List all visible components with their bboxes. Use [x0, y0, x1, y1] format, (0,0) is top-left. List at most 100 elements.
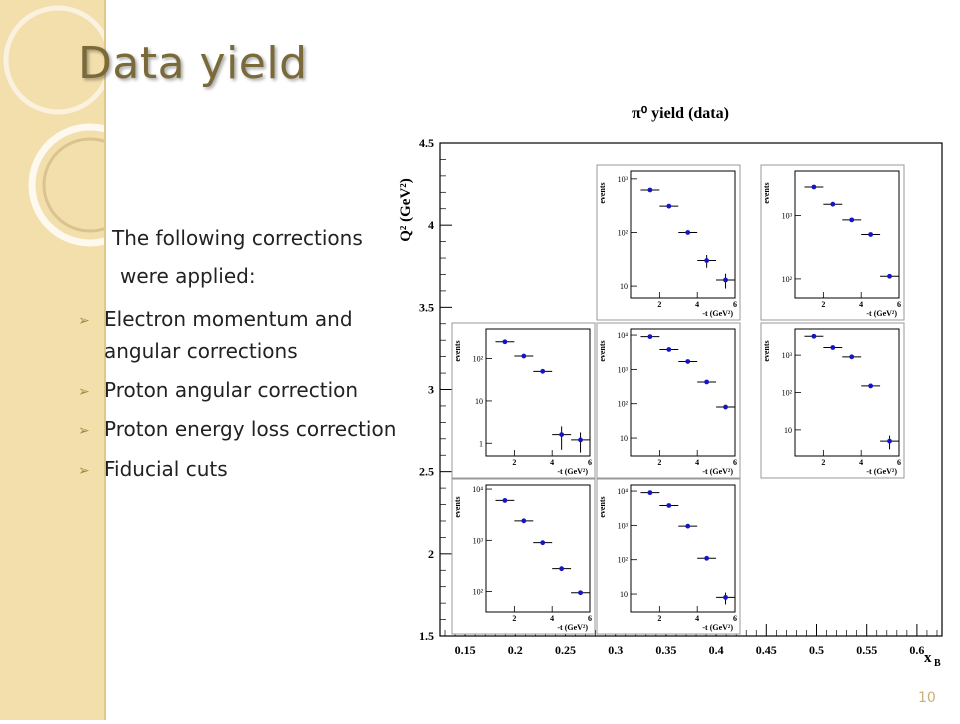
- inset-y-tick-label: 10⁴: [617, 487, 628, 496]
- bullet-text: Proton angular correction: [104, 378, 359, 402]
- data-point: [502, 339, 508, 345]
- inset-x-tick-label: 6: [588, 614, 592, 623]
- inset-x-tick-label: 4: [550, 614, 554, 623]
- inset-y-tick-label: 10²: [618, 556, 629, 565]
- data-point: [559, 566, 565, 572]
- arrow-bullet-icon: ➢: [78, 422, 90, 439]
- y-tick-label: 2: [428, 547, 434, 561]
- y-tick-label: 3: [428, 383, 434, 397]
- inset-x-axis-label: -t (GeV²): [866, 309, 897, 318]
- inset-x-tick-label: 2: [657, 458, 661, 467]
- data-point: [887, 273, 892, 279]
- y-tick-label: 4.5: [419, 136, 434, 150]
- data-point: [502, 498, 508, 503]
- data-point: [849, 354, 855, 360]
- x-axis-label: x: [924, 650, 932, 666]
- inset-x-axis-label: -t (GeV²): [557, 467, 588, 476]
- inset-y-axis-label: events: [453, 340, 462, 361]
- data-point: [521, 518, 527, 524]
- data-point: [685, 230, 691, 235]
- data-point: [578, 437, 583, 443]
- inset-x-axis-label: -t (GeV²): [702, 467, 733, 476]
- bullet-continuation: angular corrections: [104, 339, 298, 363]
- data-point: [647, 187, 653, 193]
- data-point: [704, 555, 710, 561]
- data-point: [647, 334, 653, 340]
- data-point: [559, 432, 565, 438]
- inset-x-tick-label: 2: [657, 614, 661, 623]
- inset-y-tick-label: 1: [479, 439, 483, 448]
- bullet-text: Fiducial cuts: [104, 457, 228, 481]
- inset-x-tick-label: 2: [821, 458, 825, 467]
- intro-line-2: were applied:: [120, 264, 256, 288]
- arrow-bullet-icon: ➢: [78, 312, 90, 329]
- inset-y-axis-label: events: [598, 340, 607, 361]
- y-tick-label: 1.5: [419, 629, 434, 643]
- inset-y-axis-label: events: [598, 496, 607, 517]
- y-tick-label: 4: [428, 218, 434, 232]
- x-tick-label: 0.5: [809, 643, 824, 657]
- data-point: [540, 540, 546, 546]
- inset-frame: [630, 484, 736, 613]
- inset-x-tick-label: 4: [550, 458, 554, 467]
- inset-frame: [485, 328, 591, 457]
- inset-x-tick-label: 6: [897, 458, 901, 467]
- data-point: [830, 345, 836, 350]
- data-point: [868, 232, 874, 237]
- data-point: [830, 201, 836, 207]
- inset-x-tick-label: 4: [859, 458, 863, 467]
- intro-line-1: The following corrections: [112, 226, 363, 250]
- inset-y-tick-label: 10²: [473, 355, 484, 364]
- data-point: [666, 503, 672, 508]
- bullet-text: Electron momentum and: [104, 307, 353, 331]
- data-point: [868, 383, 874, 389]
- inset-x-tick-label: 2: [821, 300, 825, 309]
- inset-y-tick-label: 10³: [618, 521, 629, 530]
- inset-panel: [451, 322, 596, 479]
- inset-x-axis-label: -t (GeV²): [702, 309, 733, 318]
- inset-x-tick-label: 4: [695, 458, 699, 467]
- inset-frame: [630, 170, 736, 299]
- x-axis-label-subscript: B: [934, 658, 941, 669]
- arrow-bullet-icon: ➢: [78, 383, 90, 400]
- x-tick-label: 0.55: [856, 643, 877, 657]
- inset-y-axis-label: events: [598, 182, 607, 203]
- data-point: [666, 203, 672, 209]
- bullet-text: Proton energy loss correction: [104, 417, 397, 441]
- x-tick-label: 0.6: [909, 643, 924, 657]
- inset-frame: [630, 328, 736, 457]
- data-point: [849, 217, 855, 223]
- inset-x-tick-label: 4: [859, 300, 863, 309]
- bullet-item: ➢ Proton energy loss correction: [78, 414, 396, 446]
- inset-y-axis-label: events: [762, 340, 771, 361]
- x-tick-label: 0.25: [555, 643, 576, 657]
- inset-y-axis-label: events: [762, 182, 771, 203]
- inset-x-tick-label: 6: [733, 614, 737, 623]
- data-point: [887, 438, 892, 444]
- data-point: [685, 523, 691, 529]
- inset-x-axis-label: -t (GeV²): [557, 623, 588, 632]
- inset-y-tick-label: 10: [475, 397, 483, 406]
- slide-title: Data yield: [78, 38, 308, 89]
- data-point: [723, 404, 728, 410]
- inset-y-tick-label: 10²: [782, 275, 793, 284]
- data-point: [578, 590, 583, 596]
- inset-y-tick-label: 10³: [618, 175, 629, 184]
- inset-frame: [485, 484, 591, 613]
- inset-x-tick-label: 4: [695, 614, 699, 623]
- page-number: 10: [918, 690, 936, 706]
- inset-x-tick-label: 4: [695, 300, 699, 309]
- x-tick-label: 0.4: [709, 643, 724, 657]
- inset-y-tick-label: 10: [784, 426, 792, 435]
- inset-y-tick-label: 10³: [782, 211, 793, 220]
- data-point: [723, 594, 728, 600]
- inset-y-tick-label: 10³: [618, 365, 629, 374]
- inset-y-tick-label: 10²: [618, 228, 629, 237]
- inset-y-tick-label: 10³: [782, 351, 793, 360]
- inset-x-tick-label: 2: [512, 458, 516, 467]
- y-tick-label: 2.5: [419, 465, 434, 479]
- bullet-item: ➢ Fiducial cuts: [78, 454, 228, 486]
- inset-y-axis-label: events: [453, 496, 462, 517]
- data-point: [811, 333, 817, 339]
